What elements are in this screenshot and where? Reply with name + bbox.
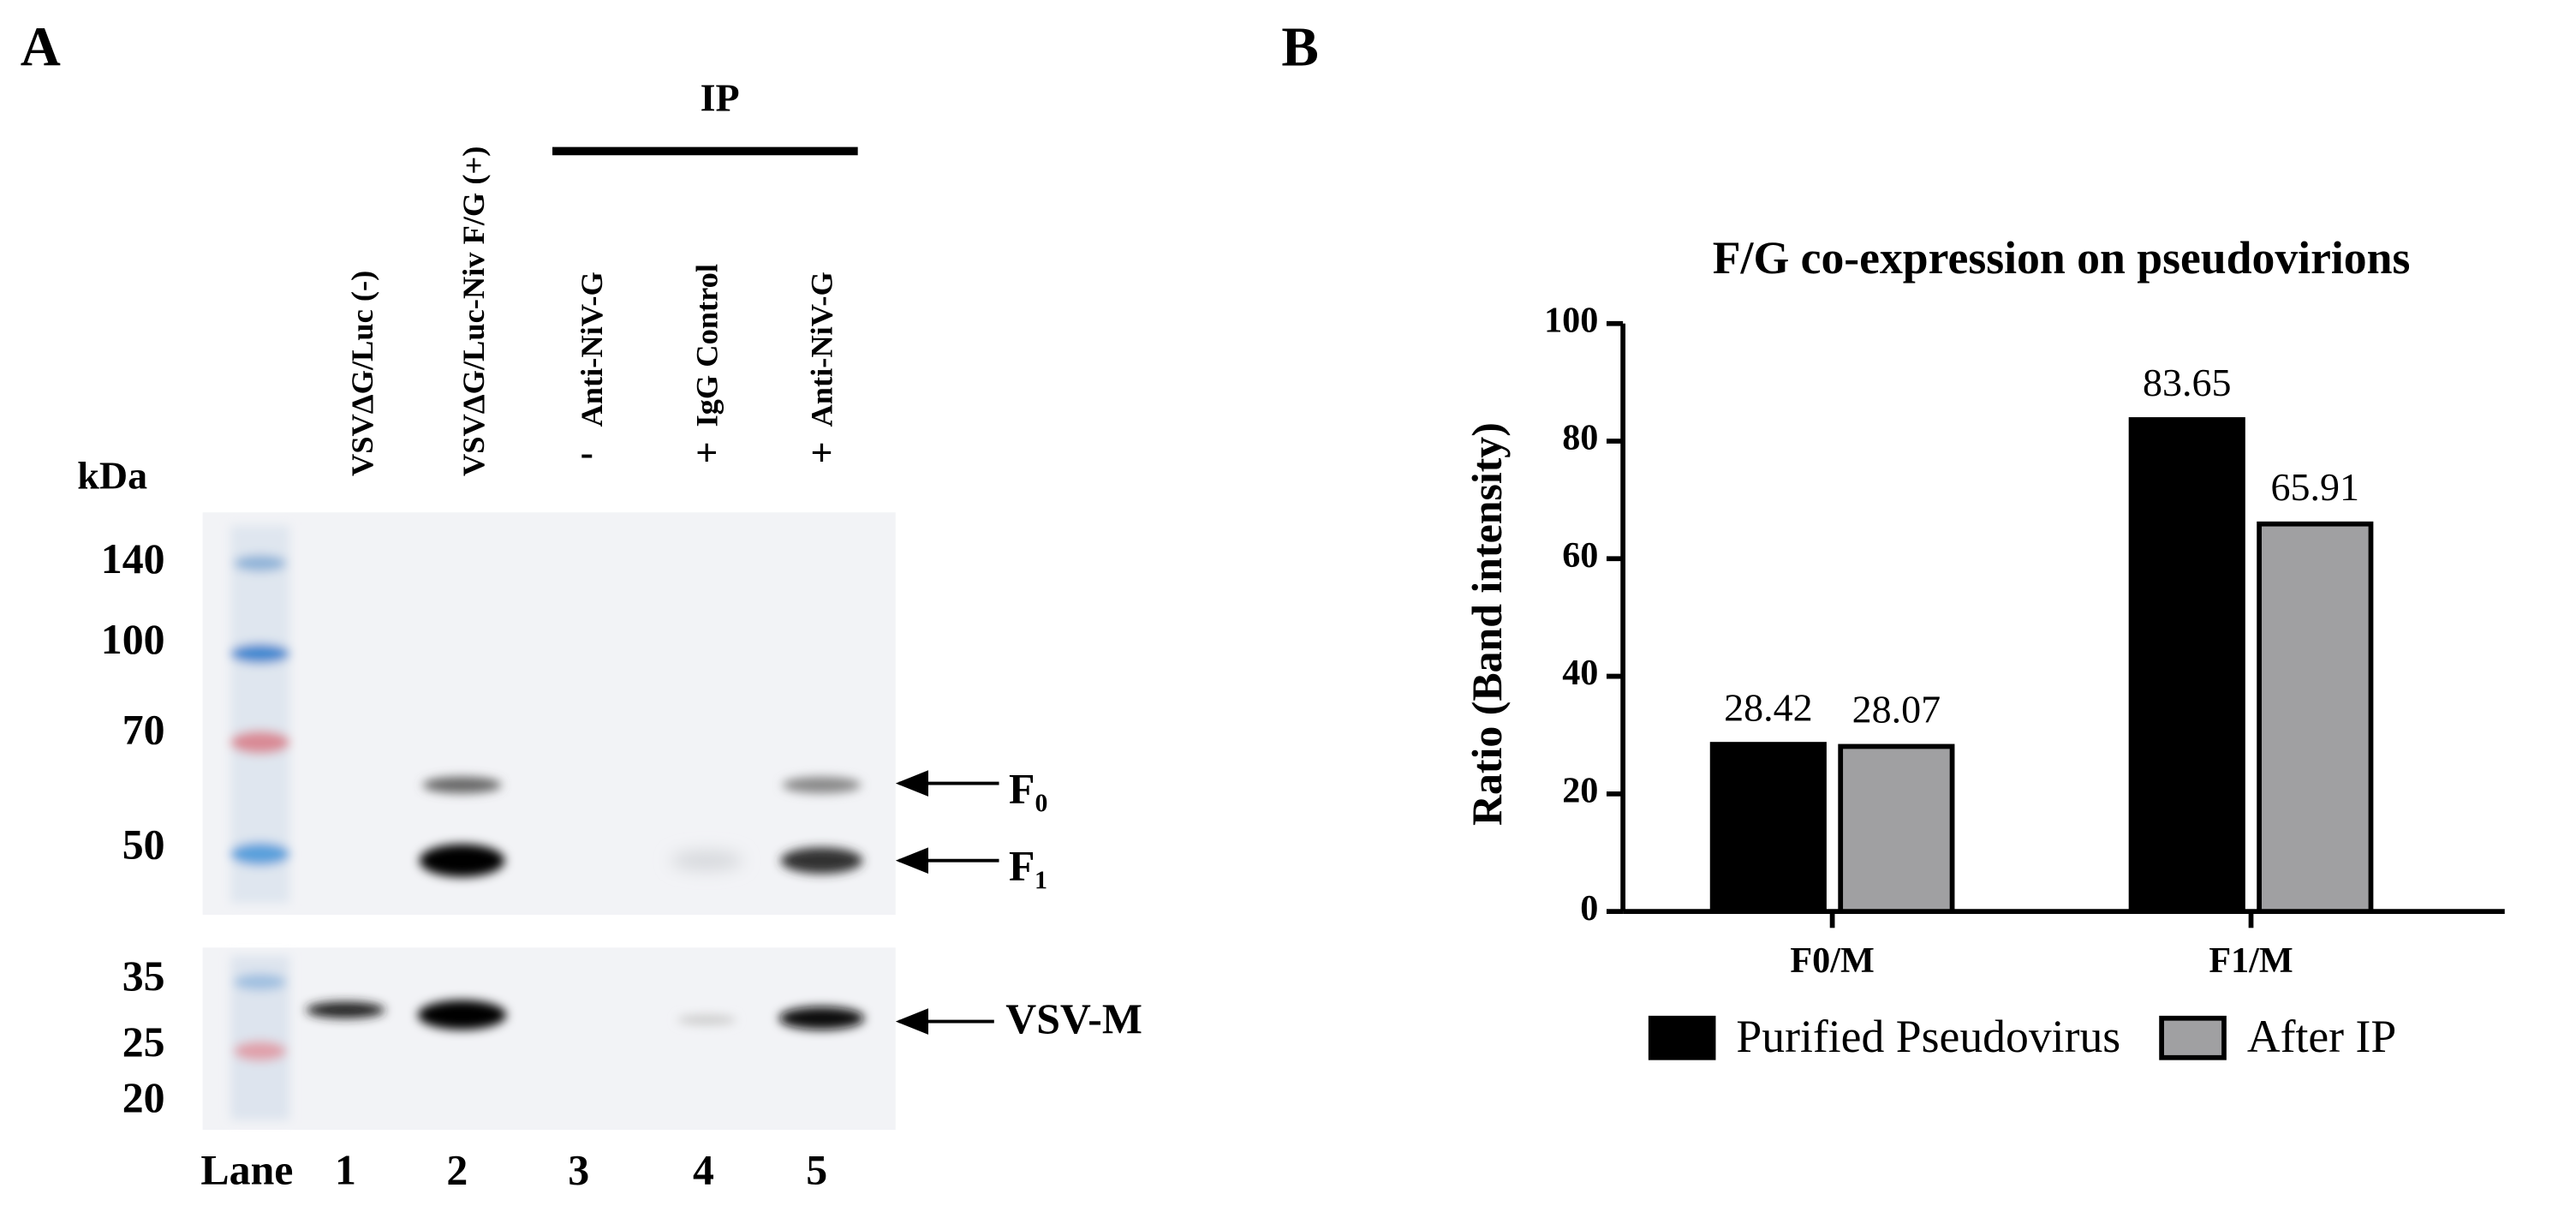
lane-label: Anti-NiV-G [575, 272, 609, 427]
value-label: 65.91 [2271, 465, 2360, 509]
lane-number: 3 [568, 1146, 589, 1193]
kda-label: kDa [77, 453, 147, 497]
lane-number: 4 [693, 1146, 714, 1193]
value-label: 83.65 [2143, 361, 2232, 404]
ladder [230, 525, 290, 1120]
y-tick-label: 20 [1562, 771, 1598, 811]
marker-label: 50 [122, 821, 165, 869]
value-label: 28.07 [1852, 688, 1941, 731]
lane-number: 5 [806, 1146, 827, 1193]
value-label: 28.42 [1724, 685, 1813, 729]
marker-label: 100 [101, 616, 165, 663]
band-label: VSV-M [1005, 995, 1142, 1042]
marker-label: 20 [122, 1074, 165, 1121]
lane-label: VSVΔG/Luc-Niv F/G (+) [456, 146, 491, 476]
y-tick-label: 60 [1562, 535, 1598, 576]
y-axis-label: Ratio (Band intensity) [1464, 422, 1511, 826]
marker-label: 70 [122, 706, 165, 753]
bar [1709, 742, 1827, 915]
legend-swatch [2159, 1015, 2227, 1060]
band-label: F₁ [1009, 843, 1047, 890]
ip-label: IP [701, 75, 740, 119]
x-tick-label: F0/M [1790, 940, 1874, 981]
bar [2128, 417, 2245, 915]
blot-panel: IP VSVΔG/Luc (-) VSVΔG/Luc-Niv F/G (+) A… [77, 75, 1142, 1193]
marker-label: 35 [122, 952, 165, 1000]
lane-label: VSVΔG/Luc (-) [345, 271, 379, 476]
band-label: F₀ [1009, 766, 1047, 813]
ip-sign: - [581, 431, 593, 475]
y-tick-label: 100 [1544, 300, 1598, 340]
lane-title: Lane [200, 1146, 293, 1193]
panel-label: B [1281, 16, 1318, 78]
y-tick-label: 0 [1580, 888, 1598, 928]
legend-swatch [1648, 1015, 1716, 1060]
panel-label: A [21, 16, 61, 78]
lane-number: 1 [335, 1146, 356, 1193]
y-tick-label: 80 [1562, 418, 1598, 458]
x-tick-label: F1/M [2209, 940, 2293, 981]
ip-sign: + [695, 431, 718, 475]
legend-label: Purified Pseudovirus [1736, 1011, 2120, 1062]
lane-label: IgG Control [689, 264, 724, 427]
lane-label: Anti-NiV-G [805, 272, 839, 427]
bar [1838, 743, 1955, 915]
chart-title: F/G co-expression on pseudovirions [1713, 232, 2411, 284]
blot-membrane [202, 947, 896, 1131]
ip-sign: + [810, 431, 832, 475]
blot-membrane [202, 512, 896, 915]
bar [2257, 521, 2374, 915]
legend-label: After IP [2247, 1011, 2396, 1062]
lane-number: 2 [446, 1146, 468, 1193]
y-tick-label: 40 [1562, 653, 1598, 693]
marker-label: 140 [101, 535, 165, 582]
bands [306, 776, 865, 1030]
marker-label: 25 [122, 1018, 165, 1066]
